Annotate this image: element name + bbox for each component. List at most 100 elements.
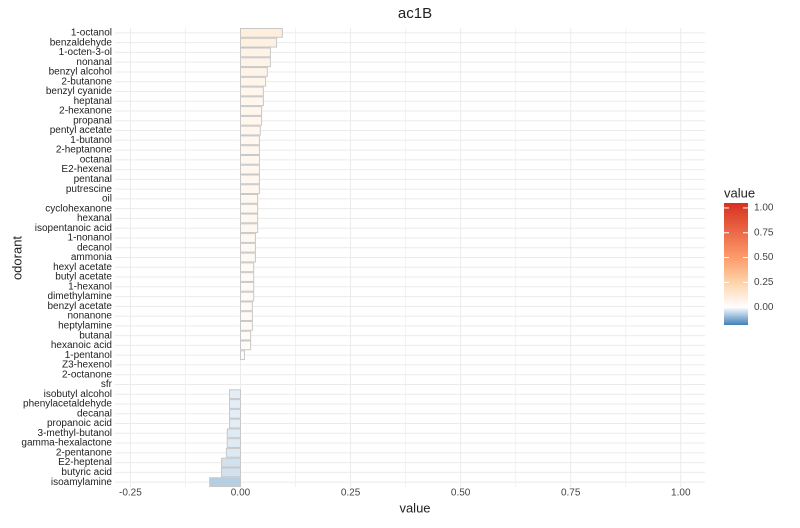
bar — [239, 47, 271, 58]
y-tick-label: cyclohexanone — [45, 203, 112, 214]
y-tick-label: 1-pentanol — [65, 350, 112, 361]
y-tick-label: ammonia — [71, 252, 113, 263]
y-tick-label: 1-butanol — [70, 135, 112, 146]
y-tick-label: Z3-hexenol — [62, 360, 112, 371]
y-tick-label: 2-octanone — [62, 369, 112, 380]
y-tick-label: 1-nonanol — [68, 233, 112, 244]
bar — [225, 447, 241, 458]
legend-title: value — [724, 185, 755, 200]
legend-colorbar — [724, 203, 748, 325]
bar — [239, 154, 260, 165]
y-tick-label: benzaldehyde — [50, 37, 113, 48]
bar — [239, 67, 268, 77]
bar — [239, 311, 253, 321]
bar — [228, 408, 241, 419]
bar — [221, 467, 241, 478]
y-tick-label: putrescine — [66, 184, 113, 195]
y-axis-label: odorant — [9, 236, 24, 280]
y-tick-label: hexanal — [77, 213, 112, 224]
y-tick-label: benzyl alcohol — [49, 67, 112, 78]
bar — [239, 272, 255, 282]
bar — [239, 86, 264, 97]
bar — [239, 291, 255, 302]
y-tick-label: isobutyl alcohol — [44, 389, 112, 400]
bar — [226, 428, 241, 439]
bar — [228, 418, 241, 429]
y-tick-label: pentanal — [74, 174, 112, 185]
y-tick-label: decanol — [77, 242, 112, 253]
bar — [239, 301, 253, 312]
legend-tick-label: 0.50 — [754, 252, 774, 263]
y-tick-label: butanal — [79, 330, 112, 341]
y-tick-label: 2-butanone — [61, 76, 112, 87]
bar — [221, 457, 241, 468]
y-tick-label: oil — [102, 194, 112, 205]
y-tick-label: octanal — [80, 154, 112, 165]
bar — [239, 125, 261, 136]
y-tick-label: 1-octanol — [71, 28, 112, 39]
bar — [239, 174, 260, 185]
bar — [239, 320, 253, 331]
x-tick-label: 0.75 — [561, 488, 581, 499]
y-tick-label: E2-heptenal — [58, 457, 112, 468]
y-tick-label: butyric acid — [61, 467, 112, 478]
y-tick-label: nonanone — [68, 311, 113, 322]
x-tick-label: 1.00 — [671, 488, 691, 499]
y-tick-label: 2-hexanone — [59, 106, 112, 117]
bar — [239, 27, 283, 38]
y-tick-label: hexyl acetate — [53, 262, 112, 273]
y-tick-label: heptanal — [74, 96, 112, 107]
bar — [228, 389, 241, 400]
y-tick-label: sfr — [101, 379, 113, 390]
bar — [239, 203, 259, 214]
legend-tick-label: 0.00 — [754, 302, 774, 313]
bar — [239, 262, 255, 273]
x-tick-label: 0.00 — [231, 488, 251, 499]
y-tick-label: benzyl cyanide — [46, 86, 113, 97]
bar — [239, 233, 256, 243]
bar — [226, 438, 241, 448]
bar — [239, 76, 267, 87]
y-tick-label: 2-pentanone — [56, 447, 113, 458]
bar — [209, 477, 241, 488]
chart-title: ac1B — [398, 5, 432, 22]
bar — [239, 115, 263, 126]
bar — [239, 194, 259, 204]
bar — [239, 106, 263, 116]
y-tick-label: dimethylamine — [48, 291, 113, 302]
x-tick-label: 0.25 — [341, 488, 361, 499]
bar — [239, 340, 252, 351]
y-tick-label: propanoic acid — [47, 418, 112, 429]
y-tick-label: propanal — [73, 115, 112, 126]
y-tick-label: isoamylamine — [51, 477, 113, 488]
bar — [239, 242, 256, 253]
y-tick-label: gamma-hexalactone — [21, 438, 112, 449]
x-tick-label: -0.25 — [119, 488, 142, 499]
legend-tick-label: 0.25 — [754, 277, 774, 288]
y-tick-label: phenylacetaldehyde — [23, 399, 112, 410]
y-tick-label: butyl acetate — [55, 272, 112, 283]
y-tick-label: decanal — [77, 408, 112, 419]
y-tick-label: 3-methyl-butanol — [38, 428, 112, 439]
bar — [239, 252, 256, 263]
y-tick-label: hexanoic acid — [51, 340, 112, 351]
bar — [239, 281, 255, 292]
bar — [239, 213, 259, 224]
y-tick-label: pentyl acetate — [50, 125, 113, 136]
y-tick-label: E2-hexenal — [61, 164, 112, 175]
bar — [239, 96, 264, 107]
bar — [239, 57, 271, 68]
bar — [239, 330, 252, 341]
bar — [239, 164, 260, 175]
y-tick-label: 1-octen-3-ol — [59, 47, 112, 58]
bar — [228, 399, 241, 409]
y-tick-label: benzyl acetate — [48, 301, 113, 312]
y-tick-label: 1-hexanol — [68, 281, 112, 292]
x-axis-label: value — [399, 500, 430, 515]
x-tick-label: 0.50 — [451, 488, 471, 499]
y-tick-label: heptylamine — [58, 321, 112, 332]
y-tick-label: 2-heptanone — [56, 145, 113, 156]
legend-tick-label: 0.75 — [754, 227, 774, 238]
